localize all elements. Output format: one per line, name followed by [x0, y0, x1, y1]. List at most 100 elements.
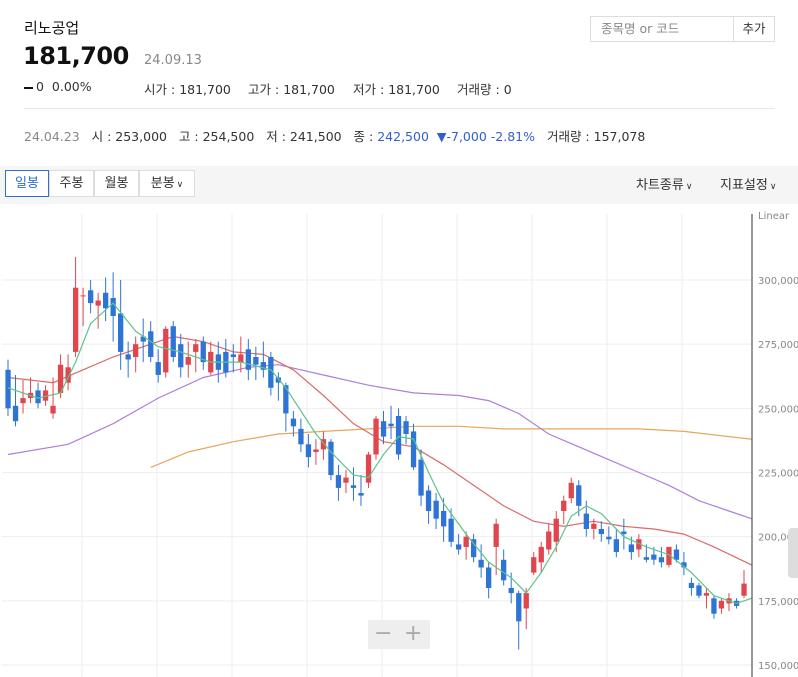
candle-body: [501, 559, 507, 581]
candle-body: [486, 567, 492, 588]
candle-body: [320, 439, 327, 450]
candle-body: [305, 444, 312, 458]
candle-body: [50, 405, 56, 414]
candle-body: [73, 287, 79, 352]
candle-body: [185, 357, 191, 365]
hover-close: 242,500: [377, 129, 429, 144]
candle-body: [703, 593, 710, 596]
search-input[interactable]: 종목명 or 코드: [590, 16, 734, 42]
candle-body: [568, 482, 574, 499]
candle-body: [290, 418, 297, 427]
candle-body: [103, 292, 109, 309]
y-tick-label: 225,000: [758, 469, 798, 480]
candle-body: [275, 377, 281, 383]
hover-volume: 157,078: [593, 129, 646, 144]
zoom-control[interactable]: − +: [368, 620, 430, 649]
candle-body: [538, 546, 544, 563]
candle-body: [463, 536, 469, 547]
price-change: 0 0.00%: [24, 79, 92, 94]
candle-body: [155, 362, 161, 375]
candle-body: [456, 544, 462, 550]
side-panel-toggle[interactable]: [788, 528, 798, 578]
candle-body: [546, 531, 552, 550]
candle-body: [508, 588, 514, 594]
hover-low: 241,500: [289, 129, 342, 144]
candle-body: [718, 600, 725, 609]
tab-daily[interactable]: 일봉: [5, 170, 49, 197]
chevron-down-icon: ∨: [685, 182, 693, 192]
candle-body: [163, 328, 169, 373]
hover-date: 24.04.23: [24, 129, 80, 144]
candle-body: [80, 295, 86, 297]
candle-body: [516, 593, 522, 622]
hover-high: 254,500: [202, 129, 255, 144]
chevron-down-icon: ∨: [176, 180, 184, 190]
candle-body: [493, 523, 499, 547]
candle-body: [140, 336, 146, 342]
scale-label: Linear: [758, 211, 790, 222]
candle-body: [576, 485, 582, 506]
candle-body: [606, 536, 612, 540]
tab-minute[interactable]: 분봉 ∨: [139, 170, 195, 197]
candle-body: [238, 354, 244, 363]
candle-body: [118, 313, 124, 352]
candle-body: [328, 441, 334, 476]
candle-body: [5, 369, 11, 409]
hover-info: 24.04.23 시 : 253,000 고 : 254,500 저 : 241…: [24, 129, 646, 144]
candlestick-chart[interactable]: 300,000 275,000 250,000 225,000 200,000 175,0…: [0, 210, 798, 677]
candle-body: [711, 598, 717, 614]
candle-body: [245, 349, 251, 370]
tab-monthly[interactable]: 월봉: [94, 170, 139, 197]
candle-body: [598, 529, 604, 535]
candle-body: [57, 364, 64, 393]
add-button[interactable]: 추가: [733, 16, 775, 42]
candle-body: [283, 385, 289, 414]
candle-body: [636, 539, 642, 550]
candle-body: [373, 418, 379, 455]
candle-body: [65, 367, 71, 383]
candle-body: [88, 290, 94, 304]
tab-weekly[interactable]: 주봉: [49, 170, 94, 197]
zoom-in-icon[interactable]: +: [404, 621, 423, 646]
candle-body: [298, 428, 304, 445]
zoom-out-icon[interactable]: −: [374, 621, 393, 646]
candle-body: [365, 454, 372, 483]
candle-body: [253, 357, 259, 365]
hover-change: ▼-7,000: [436, 129, 487, 144]
ma60-line: [7, 364, 752, 520]
indicator-settings-menu[interactable]: 지표설정 ∨: [720, 178, 777, 193]
y-tick-label: 300,000: [758, 276, 798, 287]
y-tick-label: 150,000: [758, 661, 798, 672]
candle-body: [425, 490, 432, 511]
candle-body: [170, 326, 176, 357]
candle-body: [448, 518, 454, 542]
candle-body: [433, 500, 439, 519]
candle-body: [523, 593, 529, 609]
candle-body: [628, 544, 634, 553]
candle-body: [681, 562, 687, 568]
hover-open: 253,000: [115, 129, 167, 144]
candle-body: [335, 475, 342, 488]
open-price: 시가 : 181,700: [144, 82, 231, 97]
hover-change-percent: -2.81%: [490, 129, 536, 144]
low-price: 저가 : 181,700: [353, 82, 440, 97]
candle-body: [643, 557, 649, 560]
flat-change-icon: [24, 86, 33, 89]
candle-body: [313, 449, 319, 452]
candle-body: [613, 539, 619, 552]
high-price: 고가 : 181,700: [248, 82, 335, 97]
ma5-line: [7, 302, 752, 605]
candle-body: [350, 485, 357, 488]
chart-type-menu[interactable]: 차트종류 ∨: [636, 178, 693, 193]
candle-body: [260, 362, 266, 370]
candle-body: [418, 459, 424, 496]
candle-body: [178, 344, 184, 368]
candle-body: [395, 416, 402, 455]
candle-body: [125, 354, 131, 360]
candle-body: [110, 298, 116, 316]
y-tick-label: 175,000: [758, 597, 798, 608]
candle-body: [531, 557, 537, 573]
ma120-line: [150, 425, 752, 468]
candle-body: [561, 500, 567, 511]
candle-body: [12, 405, 19, 422]
